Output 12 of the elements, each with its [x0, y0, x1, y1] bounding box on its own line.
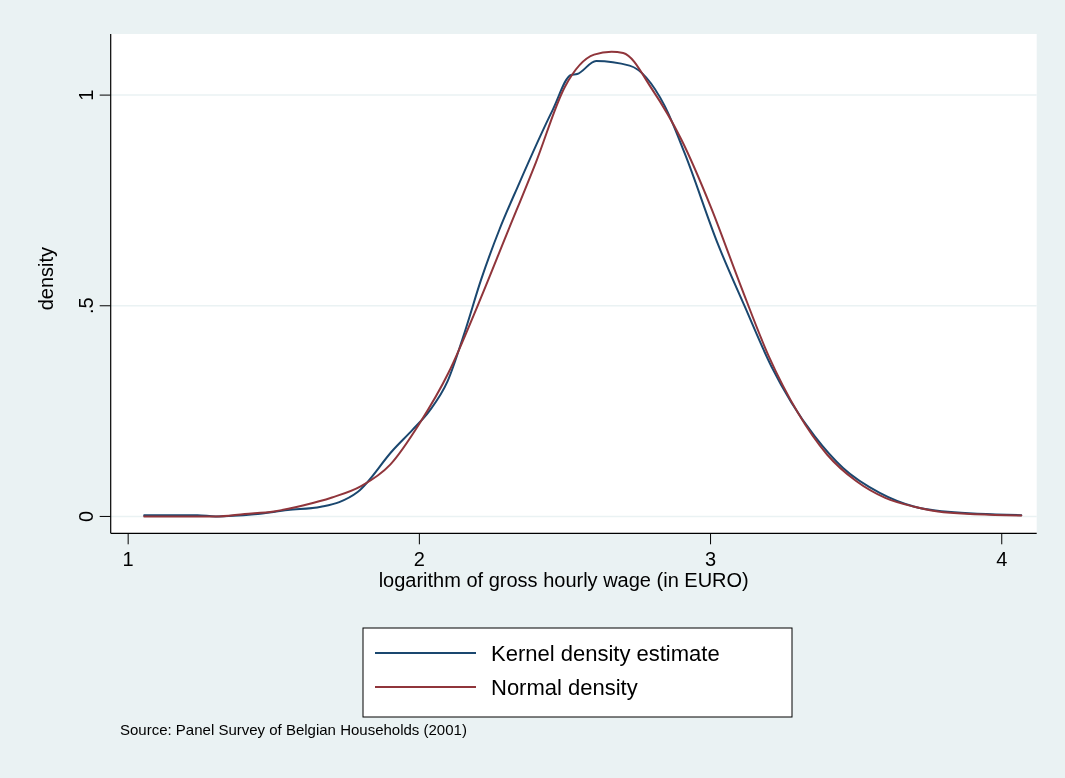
y-tick-label: .5 — [74, 297, 97, 315]
x-tick-label: 2 — [413, 548, 425, 571]
x-axis-title: logarithm of gross hourly wage (in EURO) — [378, 569, 749, 592]
y-tick-label: 1 — [74, 89, 97, 101]
x-tick-label: 3 — [705, 548, 717, 571]
y-tick-label: 0 — [74, 510, 97, 523]
y-axis-title: density — [35, 246, 57, 311]
legend-label: Kernel density estimate — [491, 641, 720, 666]
x-tick-label: 1 — [122, 548, 134, 571]
x-tick-label: 4 — [996, 548, 1008, 571]
legend-label: Normal density — [491, 675, 638, 700]
source-note: Source: Panel Survey of Belgian Households (2001) — [120, 721, 467, 738]
